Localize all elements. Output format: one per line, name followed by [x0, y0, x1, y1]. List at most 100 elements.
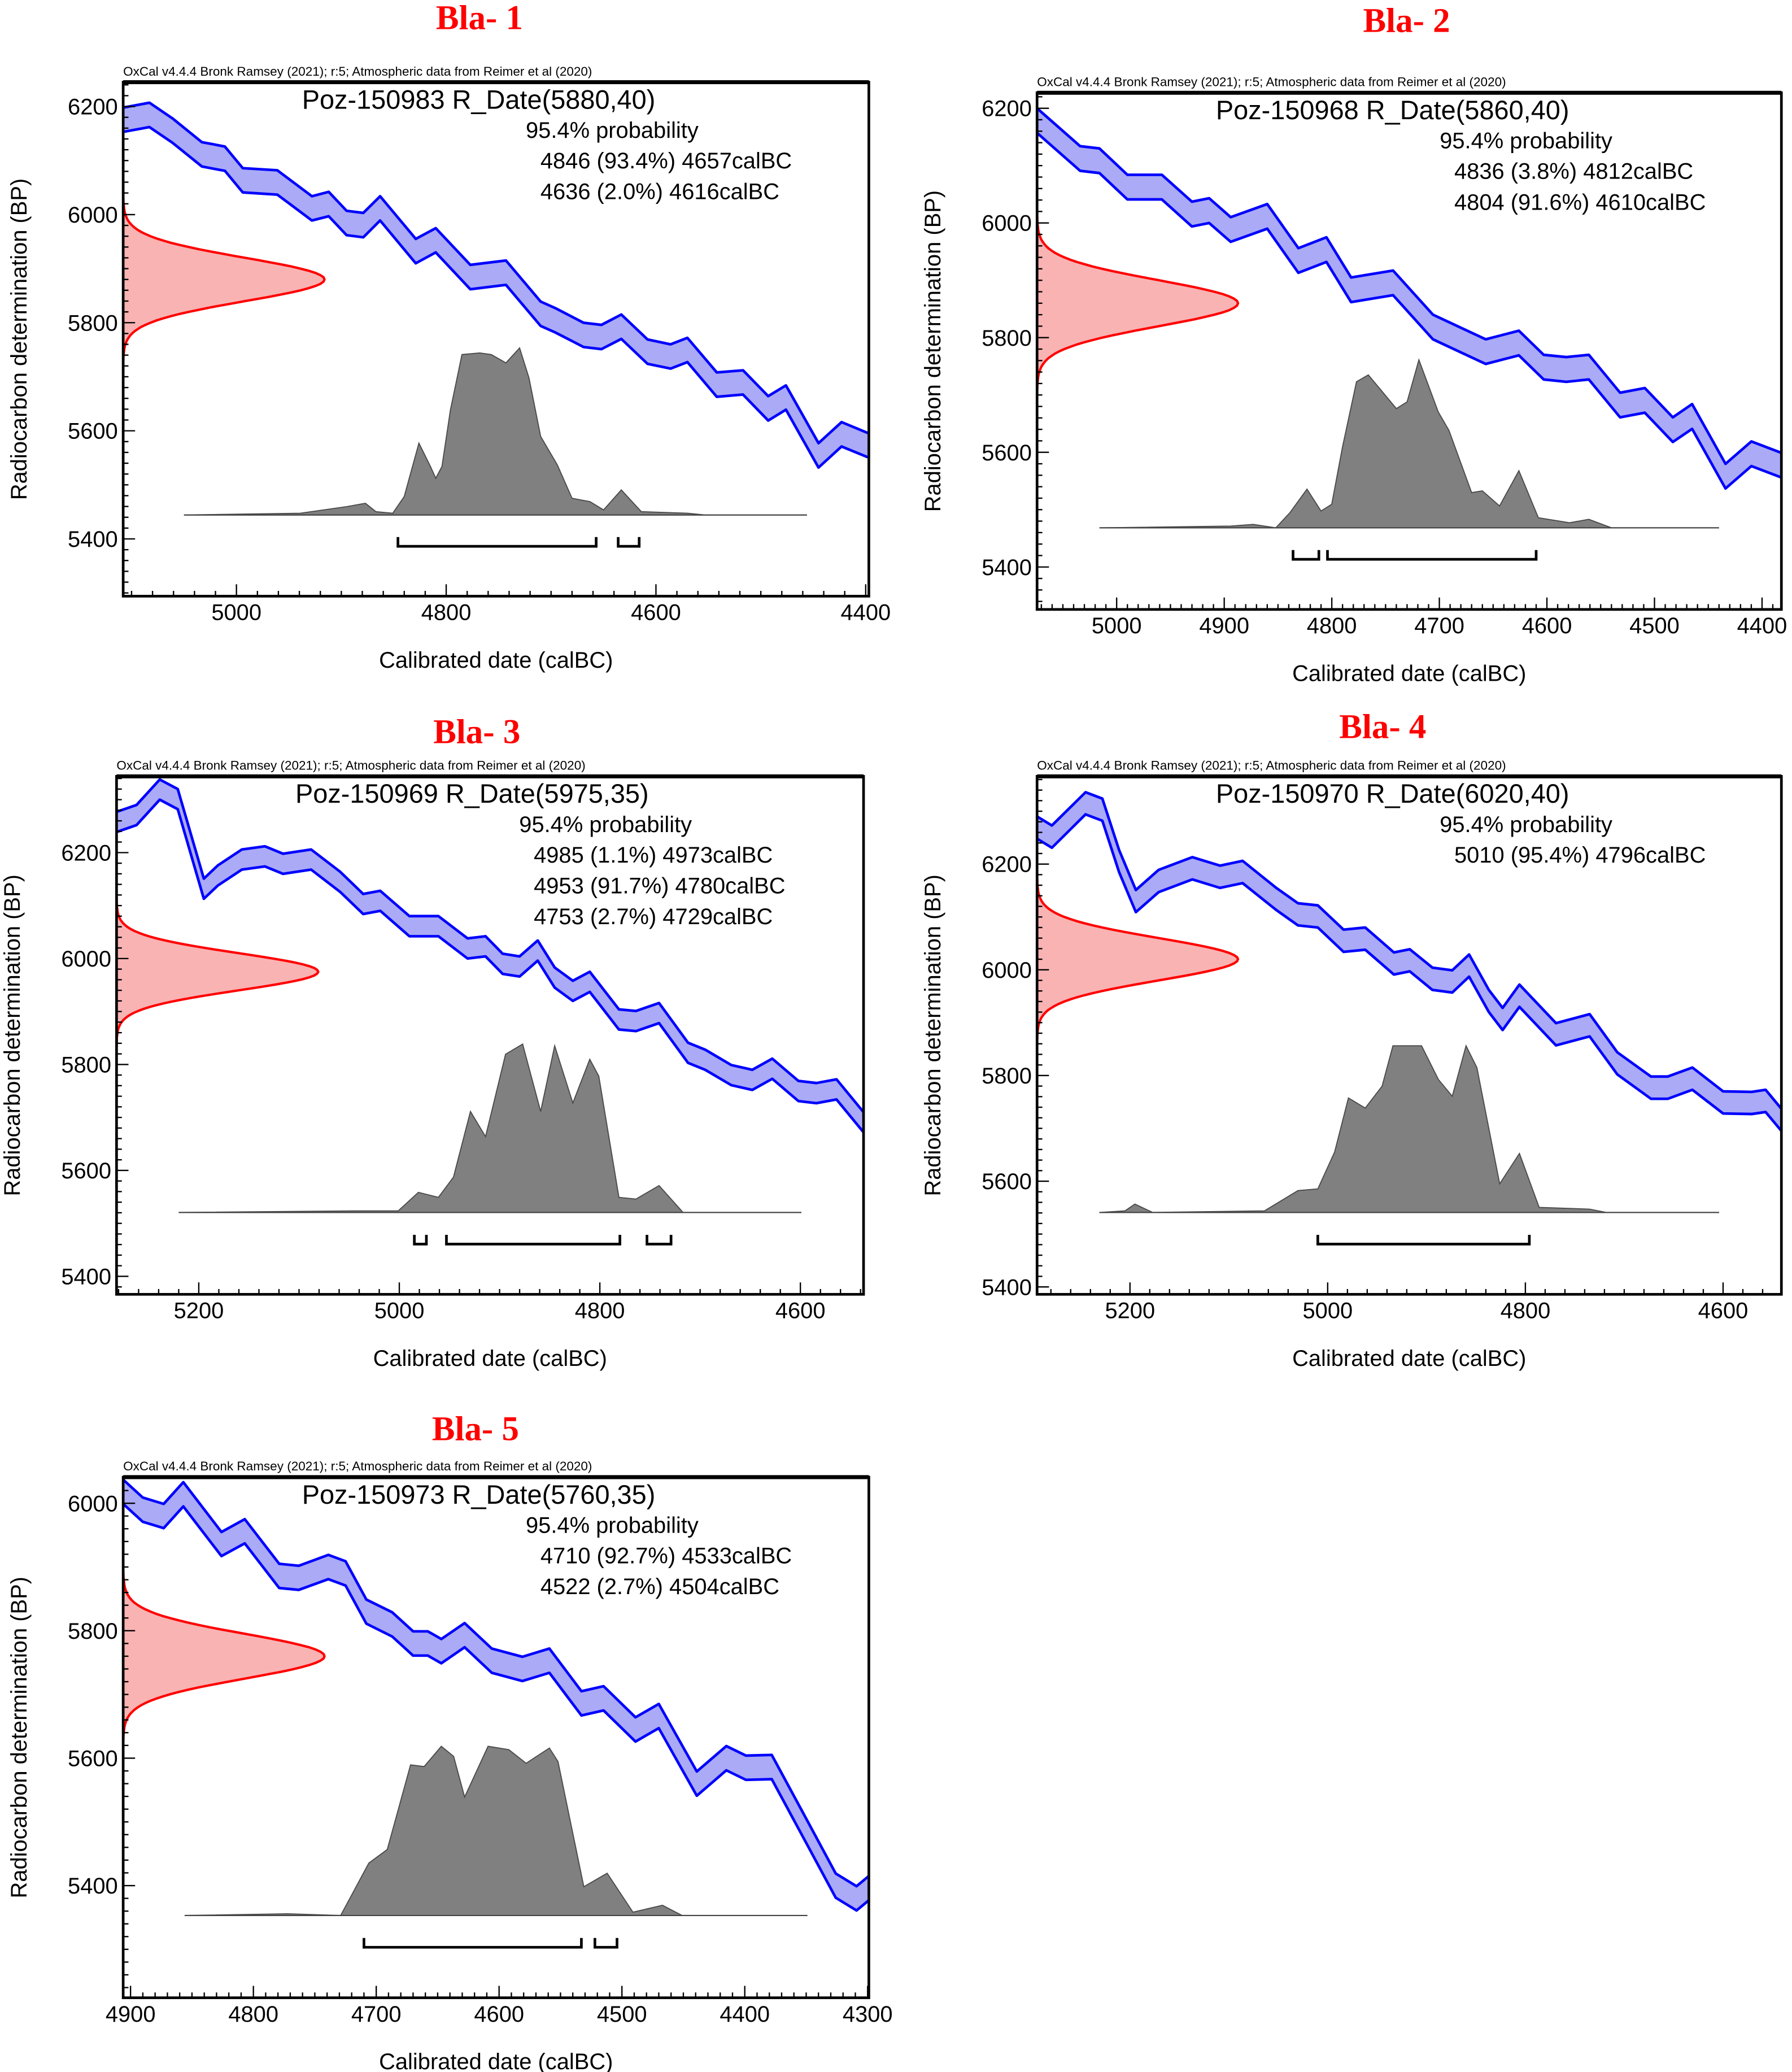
y-axis-label: Radiocarbon determination (BP) — [7, 179, 32, 500]
y-tick-label: 5600 — [61, 1159, 111, 1183]
calibration-curve-band — [116, 779, 864, 1133]
x-tick-label: 4700 — [351, 2002, 402, 2027]
y-tick-label: 6000 — [68, 203, 118, 228]
likelihood-curve — [123, 189, 326, 371]
y-tick-label: 5800 — [982, 1064, 1032, 1089]
calibration-curve-lower — [123, 1503, 869, 1912]
y-tick-label: 6000 — [68, 1491, 118, 1516]
chart-panel-2: Bla- 2 OxCal v4.4.4 Bronk Ramsey (2021); … — [921, 2, 1787, 686]
likelihood-curve — [1037, 207, 1240, 400]
calibrated-distribution — [184, 347, 807, 516]
oxcal-header: OxCal v4.4.4 Bronk Ramsey (2021); r:5; A… — [123, 1459, 592, 1473]
sample-label: Poz-150970 R_Date(6020,40) — [1216, 779, 1569, 808]
calibration-curve-lower — [116, 798, 864, 1133]
calibrated-range-2: 4953 (91.7%) 4780calBC — [534, 873, 785, 898]
x-tick-label: 4400 — [841, 600, 891, 625]
chart-title: Bla- 5 — [432, 1410, 519, 1448]
calibrated-range-1: 4836 (3.8%) 4812calBC — [1454, 159, 1693, 184]
x-axis-label: Calibrated date (calBC) — [1292, 1346, 1526, 1371]
x-tick-label: 4500 — [1629, 613, 1680, 638]
oxcal-header: OxCal v4.4.4 Bronk Ramsey (2021); r:5; A… — [123, 64, 592, 79]
range-bracket-1 — [396, 537, 598, 548]
calibrated-distribution — [184, 1745, 808, 1916]
sample-label: Poz-150969 R_Date(5975,35) — [295, 779, 649, 808]
y-tick-label: 5600 — [68, 1746, 118, 1771]
y-tick-label: 5800 — [982, 326, 1032, 351]
y-axis-label: Radiocarbon determination (BP) — [921, 874, 945, 1196]
y-tick-label: 5600 — [982, 441, 1032, 465]
y-tick-label: 5400 — [68, 527, 118, 552]
range-bracket-2 — [617, 537, 641, 548]
x-tick-label: 4600 — [775, 1299, 826, 1324]
y-tick-label: 5800 — [68, 311, 118, 336]
x-tick-label: 4700 — [1414, 613, 1464, 638]
probability-label: 95.4% probability — [1440, 129, 1612, 154]
calibration-curve-upper — [123, 1478, 869, 1888]
calibrated-range-2: 4804 (91.6%) 4610calBC — [1454, 190, 1706, 215]
calibration-curve-band — [1037, 108, 1782, 489]
y-tick-label: 6200 — [61, 841, 111, 865]
oxcal-header: OxCal v4.4.4 Bronk Ramsey (2021); r:5; A… — [1037, 75, 1506, 89]
x-tick-label: 4600 — [474, 2002, 524, 2027]
y-tick-label: 6200 — [68, 95, 118, 120]
calibrated-distribution — [178, 1043, 802, 1213]
x-tick-label: 4800 — [421, 600, 472, 625]
range-bracket-1 — [413, 1234, 428, 1246]
likelihood-fill — [123, 1562, 325, 1750]
x-axis-label: Calibrated date (calBC) — [1292, 661, 1526, 686]
chart-panel-4: Bla- 4 OxCal v4.4.4 Bronk Ramsey (2021); … — [921, 708, 1783, 1371]
chart-title: Bla- 2 — [1363, 2, 1450, 40]
plot-area — [1037, 107, 1782, 561]
x-tick-label: 4900 — [1199, 613, 1249, 638]
likelihood-fill — [116, 894, 319, 1050]
x-tick-label: 4900 — [106, 2002, 156, 2027]
sample-label: Poz-150983 R_Date(5880,40) — [302, 85, 656, 114]
oxcal-header: OxCal v4.4.4 Bronk Ramsey (2021); r:5; A… — [1037, 759, 1506, 773]
y-axis-label: Radiocarbon determination (BP) — [0, 874, 25, 1196]
chart-title: Bla- 1 — [436, 0, 523, 37]
x-tick-label: 5200 — [1105, 1299, 1155, 1324]
x-axis-label: Calibrated date (calBC) — [379, 648, 613, 673]
y-tick-label: 6200 — [982, 852, 1032, 877]
range-bracket-1 — [1316, 1234, 1531, 1246]
range-bracket-2 — [1326, 550, 1538, 561]
y-tick-label: 5800 — [61, 1052, 111, 1077]
calibrated-range-1: 4710 (92.7%) 4533calBC — [540, 1543, 792, 1568]
x-tick-label: 4400 — [720, 2002, 770, 2027]
calibration-curve-lower — [1037, 813, 1782, 1133]
range-bracket-2 — [445, 1234, 621, 1246]
x-tick-label: 4400 — [1737, 613, 1787, 638]
x-tick-label: 4600 — [631, 600, 681, 625]
x-tick-label: 5000 — [374, 1299, 425, 1324]
probability-label: 95.4% probability — [519, 812, 692, 837]
calibrated-range-1: 4985 (1.1%) 4973calBC — [534, 843, 773, 868]
sample-label: Poz-150968 R_Date(5860,40) — [1216, 95, 1569, 125]
calibrated-range-3: 4753 (2.7%) 4729calBC — [534, 904, 773, 929]
likelihood-fill — [123, 188, 325, 371]
x-tick-label: 4800 — [1307, 613, 1357, 638]
calibrated-range-2: 4636 (2.0%) 4616calBC — [540, 180, 779, 204]
probability-label: 95.4% probability — [526, 118, 699, 143]
plot-area — [116, 778, 864, 1246]
likelihood-fill — [1037, 870, 1239, 1048]
y-tick-label: 5400 — [982, 1275, 1032, 1300]
x-tick-label: 5000 — [1303, 1299, 1353, 1324]
range-bracket-2 — [594, 1938, 618, 1949]
probability-label: 95.4% probability — [526, 1513, 699, 1538]
plot-area — [123, 1478, 869, 1949]
calibration-curve-upper — [123, 101, 869, 445]
chart-title: Bla- 3 — [433, 713, 520, 751]
likelihood-curve — [123, 1562, 326, 1750]
calibrated-distribution — [1099, 1044, 1720, 1213]
chart-panel-3: Bla- 3 OxCal v4.4.4 Bronk Ramsey (2021); … — [0, 713, 865, 1371]
calibrated-range-1: 4846 (93.4%) 4657calBC — [540, 149, 792, 173]
calibration-curve-band — [1037, 792, 1782, 1131]
x-tick-label: 4600 — [1698, 1299, 1749, 1324]
range-bracket-3 — [646, 1234, 673, 1246]
sample-label: Poz-150973 R_Date(5760,35) — [302, 1480, 656, 1509]
plot-area — [123, 101, 869, 548]
calibrated-range-2: 4522 (2.7%) 4504calBC — [540, 1574, 779, 1599]
y-tick-label: 6000 — [982, 211, 1032, 236]
chart-panel-1: Bla- 1 OxCal v4.4.4 Bronk Ramsey (2021); … — [7, 0, 891, 673]
